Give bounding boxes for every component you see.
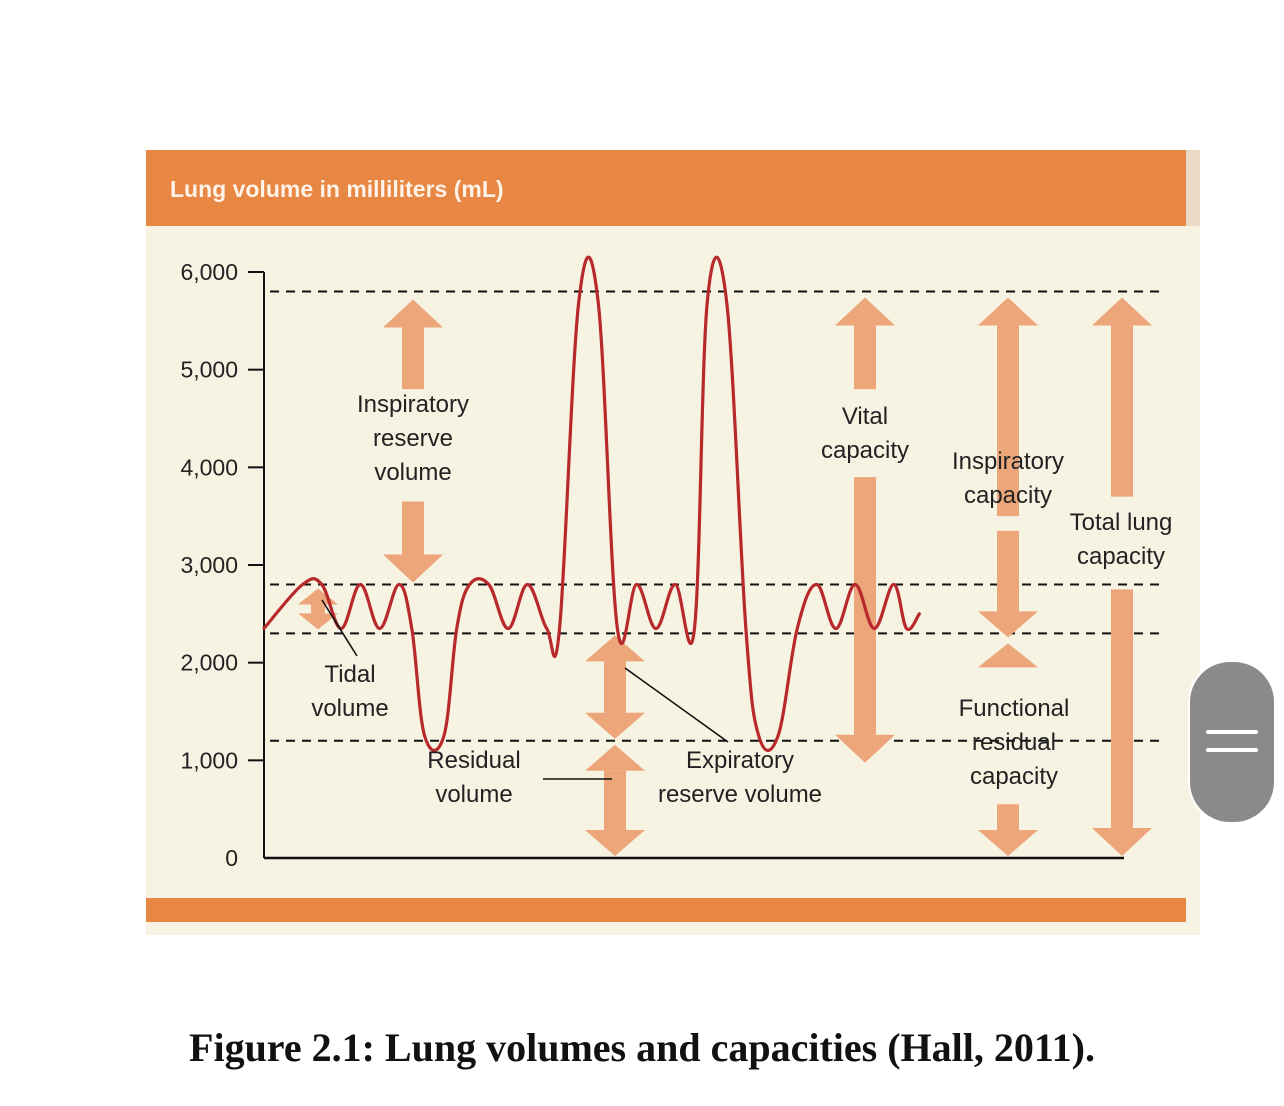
annotation-residual-volume: volume — [435, 781, 512, 808]
y-tick-label: 5,000 — [180, 357, 238, 383]
y-tick-label: 6,000 — [180, 259, 238, 285]
residual-volume-arrow-head-down — [585, 830, 645, 856]
vital-capacity-arrow-upper-head-up — [835, 297, 895, 326]
vital-capacity-arrow-lower-head-down — [835, 734, 895, 763]
inspiratory-capacity-arrow-upper-shaft — [997, 325, 1019, 517]
annotation-residual-volume: Residual — [427, 747, 520, 774]
volume-trace — [262, 255, 921, 753]
expiratory-reserve-arrow-head-down — [585, 712, 645, 739]
total-lung-arrow-upper-shaft — [1111, 325, 1133, 497]
expiratory-reserve-arrow-shaft — [604, 661, 626, 713]
figure-caption: Figure 2.1: Lung volumes and capacities … — [189, 1025, 1095, 1070]
functional-residual-arrow-lower-head-down — [978, 830, 1038, 856]
total-lung-arrow-lower-head-down — [1092, 828, 1152, 856]
annotation-inspiratory-reserve-volume: volume — [374, 459, 451, 486]
y-tick-label: 0 — [225, 845, 238, 871]
inspiratory-capacity-arrow-lower-shaft — [997, 530, 1019, 612]
annotation-total-lung-capacity: Total lung — [1070, 509, 1173, 536]
tidal-volume-arrow-shaft — [311, 604, 325, 614]
total-lung-arrow-lower-shaft — [1111, 589, 1133, 828]
annotation-inspiratory-reserve-volume: Inspiratory — [357, 391, 469, 418]
inspiratory-capacity-arrow-upper-head-up — [978, 297, 1038, 326]
inspiratory-capacity-arrow-lower-head-down — [978, 611, 1038, 638]
annotation-functional-residual-capacity: capacity — [970, 763, 1058, 790]
chart-title: Lung volume in milliliters (mL) — [170, 176, 504, 202]
annotation-tidal-volume: Tidal — [324, 661, 375, 688]
lung-volume-trace-line — [262, 255, 921, 753]
annotation-vital-capacity: capacity — [821, 437, 909, 464]
figure-panel — [146, 150, 1200, 935]
y-tick-label: 2,000 — [180, 650, 238, 676]
expiratory-reserve-arrow-head-up — [585, 635, 645, 662]
chart-header-bar — [146, 150, 1186, 226]
residual-volume-arrow-shaft — [604, 770, 626, 830]
annotation-total-lung-capacity: capacity — [1077, 543, 1165, 570]
annotation-inspiratory-reserve-volume: reserve — [373, 425, 453, 452]
scroll-handle[interactable] — [1188, 660, 1276, 824]
functional-residual-arrow-upper-head-up — [978, 643, 1038, 668]
y-tick-label: 1,000 — [180, 747, 238, 773]
total-lung-arrow-upper-head-up — [1092, 297, 1152, 326]
annotation-inspiratory-capacity: capacity — [964, 482, 1052, 509]
grip-line-icon — [1206, 748, 1258, 752]
inspiratory-reserve-arrow-lower-shaft — [402, 501, 424, 555]
y-tick-label: 4,000 — [180, 454, 238, 480]
reference-lines — [270, 290, 1165, 742]
annotation-labels: Tidal volume Inspiratory reserve volume Resid… — [311, 391, 1172, 808]
annotation-inspiratory-capacity: Inspiratory — [952, 448, 1064, 475]
vital-capacity-arrow-upper-shaft — [854, 325, 876, 390]
inspiratory-reserve-arrow-lower-head-down — [383, 554, 443, 583]
chart-footer-bar — [146, 898, 1186, 922]
tidal-volume-arrow-head-up — [298, 588, 338, 605]
tidal-leader-line — [321, 599, 358, 657]
annotation-expiratory-reserve-volume: reserve volume — [658, 781, 822, 808]
tidal-volume-arrow-head-down — [298, 613, 338, 630]
grip-line-icon — [1206, 730, 1258, 734]
annotation-tidal-volume: volume — [311, 695, 388, 722]
functional-residual-arrow-lower-shaft — [997, 804, 1019, 830]
annotation-vital-capacity: Vital — [842, 403, 888, 430]
inspiratory-reserve-arrow-upper-shaft — [402, 327, 424, 390]
y-tick-label: 3,000 — [180, 552, 238, 578]
expiratory-leader-line — [624, 667, 729, 743]
residual-volume-arrow-head-up — [585, 744, 645, 771]
annotation-functional-residual-capacity: residual — [972, 729, 1056, 756]
annotation-functional-residual-capacity: Functional — [959, 695, 1070, 722]
header-edge — [1186, 150, 1200, 226]
annotation-expiratory-reserve-volume: Expiratory — [686, 747, 794, 774]
y-axis: 0 1,000 2,000 3,000 4,000 5,000 6,000 — [180, 259, 1124, 871]
inspiratory-reserve-arrow-upper-head-up — [383, 299, 443, 328]
